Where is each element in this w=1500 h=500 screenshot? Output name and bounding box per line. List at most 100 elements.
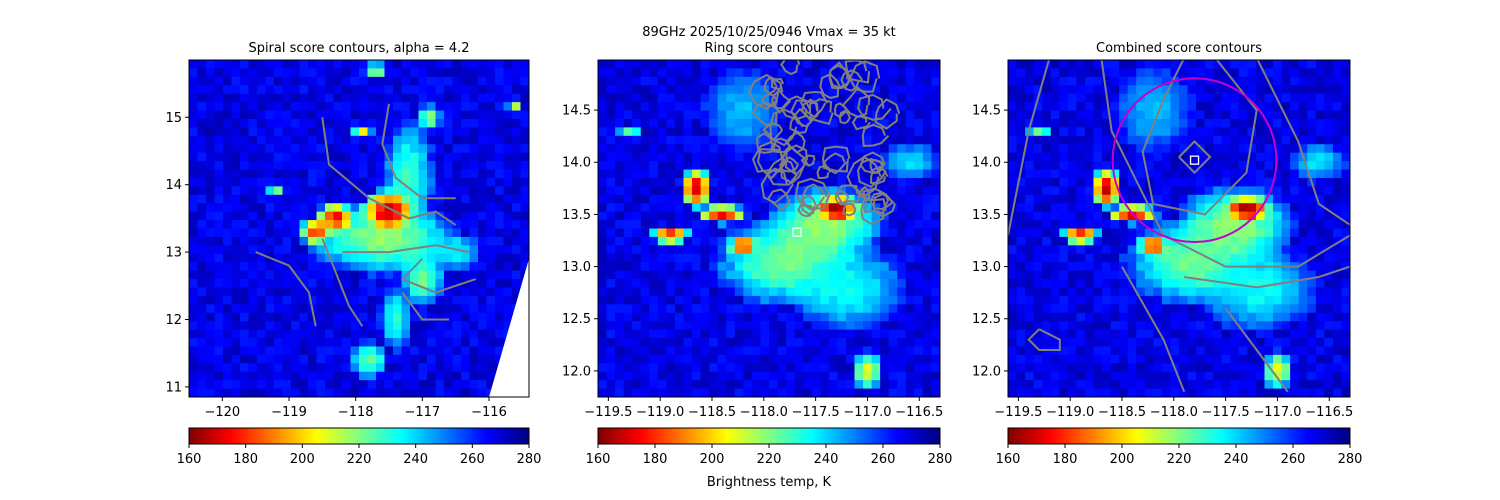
heatmap-cell: [786, 253, 796, 263]
heatmap-cell: [1196, 93, 1206, 103]
heatmap-cell: [1127, 304, 1137, 314]
heatmap-cell: [1221, 194, 1231, 204]
heatmap-cell: [717, 102, 727, 112]
heatmap-cell: [1050, 295, 1060, 305]
heatmap-cell: [189, 245, 199, 255]
heatmap-cell: [615, 60, 625, 70]
heatmap-cell: [299, 127, 309, 137]
heatmap-cell: [1298, 228, 1308, 238]
heatmap-cell: [769, 152, 779, 162]
heatmap-cell: [854, 338, 864, 348]
heatmap-cell: [1008, 161, 1018, 171]
heatmap-cell: [897, 338, 907, 348]
heatmap-cell: [1084, 346, 1095, 356]
heatmap-cell: [367, 380, 377, 390]
heatmap-cell: [1050, 152, 1060, 162]
heatmap-cell: [308, 346, 318, 356]
heatmap-cell: [1136, 110, 1146, 120]
heatmap-cell: [1247, 144, 1257, 154]
heatmap-cell: [1170, 380, 1180, 390]
heatmap-cell: [709, 186, 719, 196]
heatmap-cell: [1033, 388, 1043, 397]
heatmap-cell: [1025, 338, 1035, 348]
heatmap-cell: [743, 177, 753, 187]
heatmap-cell: [478, 371, 488, 381]
heatmap-cell: [1008, 127, 1018, 137]
heatmap-cell: [863, 228, 873, 238]
heatmap-cell: [333, 363, 343, 373]
heatmap-cell: [734, 371, 744, 381]
heatmap-cell: [657, 169, 667, 179]
heatmap-cell: [486, 279, 496, 289]
heatmap-cell: [1050, 253, 1060, 263]
heatmap-cell: [257, 228, 267, 238]
heatmap-cell: [931, 194, 940, 204]
heatmap-cell: [469, 161, 479, 171]
heatmap-cell: [401, 135, 411, 145]
heatmap-cell: [1127, 186, 1137, 196]
heatmap-cell: [1144, 388, 1154, 397]
heatmap-cell: [393, 110, 403, 120]
heatmap-cell: [888, 211, 898, 221]
heatmap-cell: [452, 211, 462, 221]
heatmap-cell: [1093, 287, 1103, 297]
heatmap-cell: [1025, 287, 1035, 297]
heatmap-cell: [897, 388, 907, 397]
heatmap-cell: [700, 346, 710, 356]
heatmap-cell: [1213, 262, 1223, 272]
heatmap-cell: [1084, 228, 1095, 238]
heatmap-cell: [632, 127, 642, 137]
heatmap-cell: [376, 169, 386, 179]
heatmap-cell: [206, 161, 216, 171]
heatmap-cell: [1179, 68, 1189, 78]
heatmap-cell: [333, 60, 343, 70]
heatmap-cell: [717, 68, 727, 78]
heatmap-cell: [1332, 321, 1343, 331]
heatmap-cell: [666, 76, 676, 86]
heatmap-cell: [452, 76, 462, 86]
heatmap-cell: [683, 245, 693, 255]
heatmap-cell: [401, 329, 411, 339]
heatmap-cell: [384, 60, 394, 70]
heatmap-cell: [325, 295, 335, 305]
heatmap-cell: [743, 380, 753, 390]
heatmap-cell: [649, 203, 659, 213]
heatmap-cell: [1076, 68, 1086, 78]
heatmap-cell: [308, 102, 318, 112]
heatmap-cell: [1179, 85, 1189, 95]
heatmap-cell: [820, 186, 830, 196]
heatmap-cell: [674, 60, 685, 70]
heatmap-cell: [803, 354, 813, 364]
heatmap-cell: [922, 68, 933, 78]
heatmap-cell: [897, 220, 907, 230]
heatmap-cell: [342, 152, 352, 162]
heatmap-cell: [828, 228, 838, 238]
heatmap-cell: [1093, 85, 1103, 95]
heatmap-cell: [418, 211, 428, 221]
heatmap-cell: [359, 228, 369, 238]
heatmap-cell: [1084, 338, 1095, 348]
heatmap-cell: [206, 203, 216, 213]
heatmap-cell: [1341, 363, 1350, 373]
heatmap-cell: [897, 161, 907, 171]
heatmap-cell: [905, 68, 915, 78]
heatmap-cell: [700, 354, 710, 364]
heatmap-cell: [888, 76, 898, 86]
heatmap-cell: [1281, 371, 1291, 381]
heatmap-cell: [1196, 220, 1206, 230]
heatmap-cell: [1221, 329, 1231, 339]
heatmap-cell: [1144, 161, 1154, 171]
heatmap-cell: [1281, 102, 1291, 112]
heatmap-cell: [1307, 338, 1317, 348]
heatmap-cell: [1290, 371, 1300, 381]
heatmap-cell: [1161, 118, 1172, 129]
heatmap-cell: [291, 85, 301, 95]
heatmap-cell: [248, 354, 258, 364]
heatmap-cell: [1332, 346, 1343, 356]
heatmap-cell: [615, 203, 625, 213]
heatmap-cell: [623, 295, 633, 305]
heatmap-cell: [897, 321, 907, 331]
heatmap-cell: [1332, 102, 1343, 112]
heatmap-cell: [418, 304, 428, 314]
heatmap-cell: [905, 60, 915, 70]
